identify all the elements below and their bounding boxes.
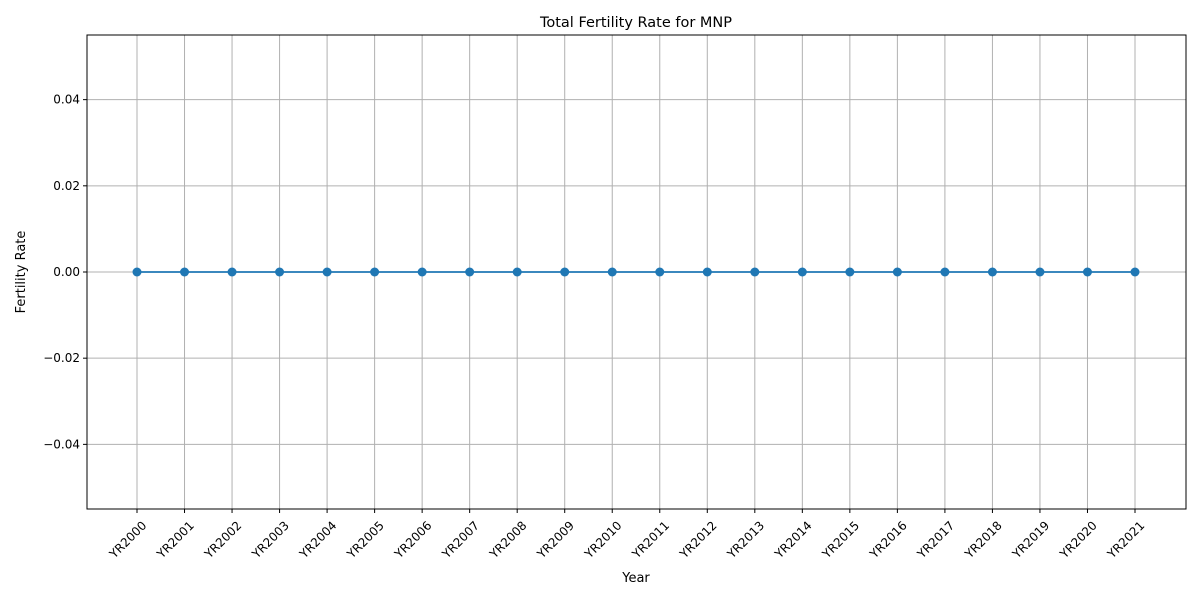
- x-tick-label: YR2012: [676, 518, 719, 561]
- x-tick-label: YR2004: [296, 518, 339, 561]
- x-tick-label: YR2016: [866, 518, 909, 561]
- data-point: [322, 267, 332, 277]
- x-tick-label: YR2015: [819, 518, 862, 561]
- x-tick-label: YR2006: [391, 518, 434, 561]
- y-tick-label: 0.04: [53, 93, 80, 107]
- x-tick-label: YR2001: [154, 518, 197, 561]
- y-tick-label: 0.00: [53, 265, 80, 279]
- data-point: [1082, 267, 1092, 277]
- x-tick-label: YR2014: [771, 518, 814, 561]
- x-tick-label: YR2013: [724, 518, 767, 561]
- data-point: [370, 267, 380, 277]
- data-point: [940, 267, 950, 277]
- y-tick-label: −0.02: [43, 351, 80, 365]
- x-tick-label: YR2008: [486, 518, 529, 561]
- data-point: [275, 267, 285, 277]
- y-tick-label: −0.04: [43, 437, 80, 451]
- x-tick-label: YR2000: [106, 518, 149, 561]
- data-point: [227, 267, 237, 277]
- y-tick-label: 0.02: [53, 179, 80, 193]
- data-point: [1035, 267, 1045, 277]
- x-axis: YR2000 YR2001 YR2002 YR2003 YR2004 YR2005 YR20…: [106, 509, 1147, 562]
- series-layer: [132, 267, 1140, 277]
- x-tick-label: YR2021: [1104, 518, 1147, 561]
- data-point: [797, 267, 807, 277]
- data-point: [750, 267, 760, 277]
- data-point: [560, 267, 570, 277]
- x-tick-label: YR2018: [961, 518, 1004, 561]
- x-axis-label: Year: [621, 571, 650, 586]
- data-point: [655, 267, 665, 277]
- data-point: [180, 267, 190, 277]
- data-point: [417, 267, 427, 277]
- data-point: [607, 267, 617, 277]
- data-point: [845, 267, 855, 277]
- x-tick-label: YR2007: [439, 518, 482, 561]
- x-tick-label: YR2017: [914, 518, 957, 561]
- data-point: [892, 267, 902, 277]
- data-point: [1130, 267, 1140, 277]
- x-tick-label: YR2005: [344, 518, 387, 561]
- y-axis: −0.04 −0.02 0.00 0.02 0.04: [43, 93, 87, 451]
- x-tick-label: YR2002: [201, 518, 244, 561]
- x-tick-label: YR2011: [629, 518, 672, 561]
- data-point: [465, 267, 475, 277]
- x-tick-label: YR2009: [534, 518, 577, 561]
- x-tick-label: YR2020: [1057, 518, 1100, 561]
- y-axis-label: Fertility Rate: [14, 231, 29, 314]
- data-point: [512, 267, 522, 277]
- x-tick-label: YR2010: [581, 518, 624, 561]
- chart-title: Total Fertility Rate for MNP: [539, 15, 732, 31]
- x-tick-label: YR2019: [1009, 518, 1052, 561]
- data-point: [132, 267, 142, 277]
- x-tick-label: YR2003: [249, 518, 292, 561]
- data-point: [987, 267, 997, 277]
- data-point: [702, 267, 712, 277]
